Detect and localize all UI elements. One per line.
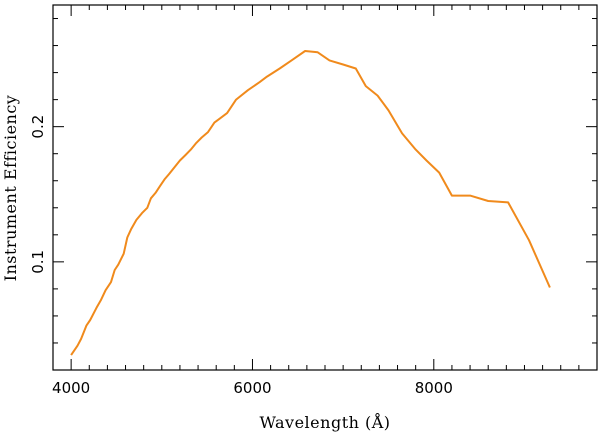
efficiency-series-line [70, 50, 551, 356]
y-axis-label: Instrument Efficiency [1, 95, 20, 282]
y-tick-label: 0.2 [29, 115, 47, 139]
axis-ticks [52, 5, 598, 371]
x-tick-label: 6000 [233, 379, 271, 397]
x-axis-label: Wavelength (Å) [259, 412, 390, 432]
x-tick-label: 4000 [52, 379, 90, 397]
series-layer [70, 50, 551, 356]
x-tick-label: 8000 [415, 379, 453, 397]
y-tick-label: 0.1 [29, 250, 47, 274]
plot-frame [52, 4, 598, 371]
tick-labels: 4000 6000 8000 0.1 0.2 [29, 115, 453, 397]
